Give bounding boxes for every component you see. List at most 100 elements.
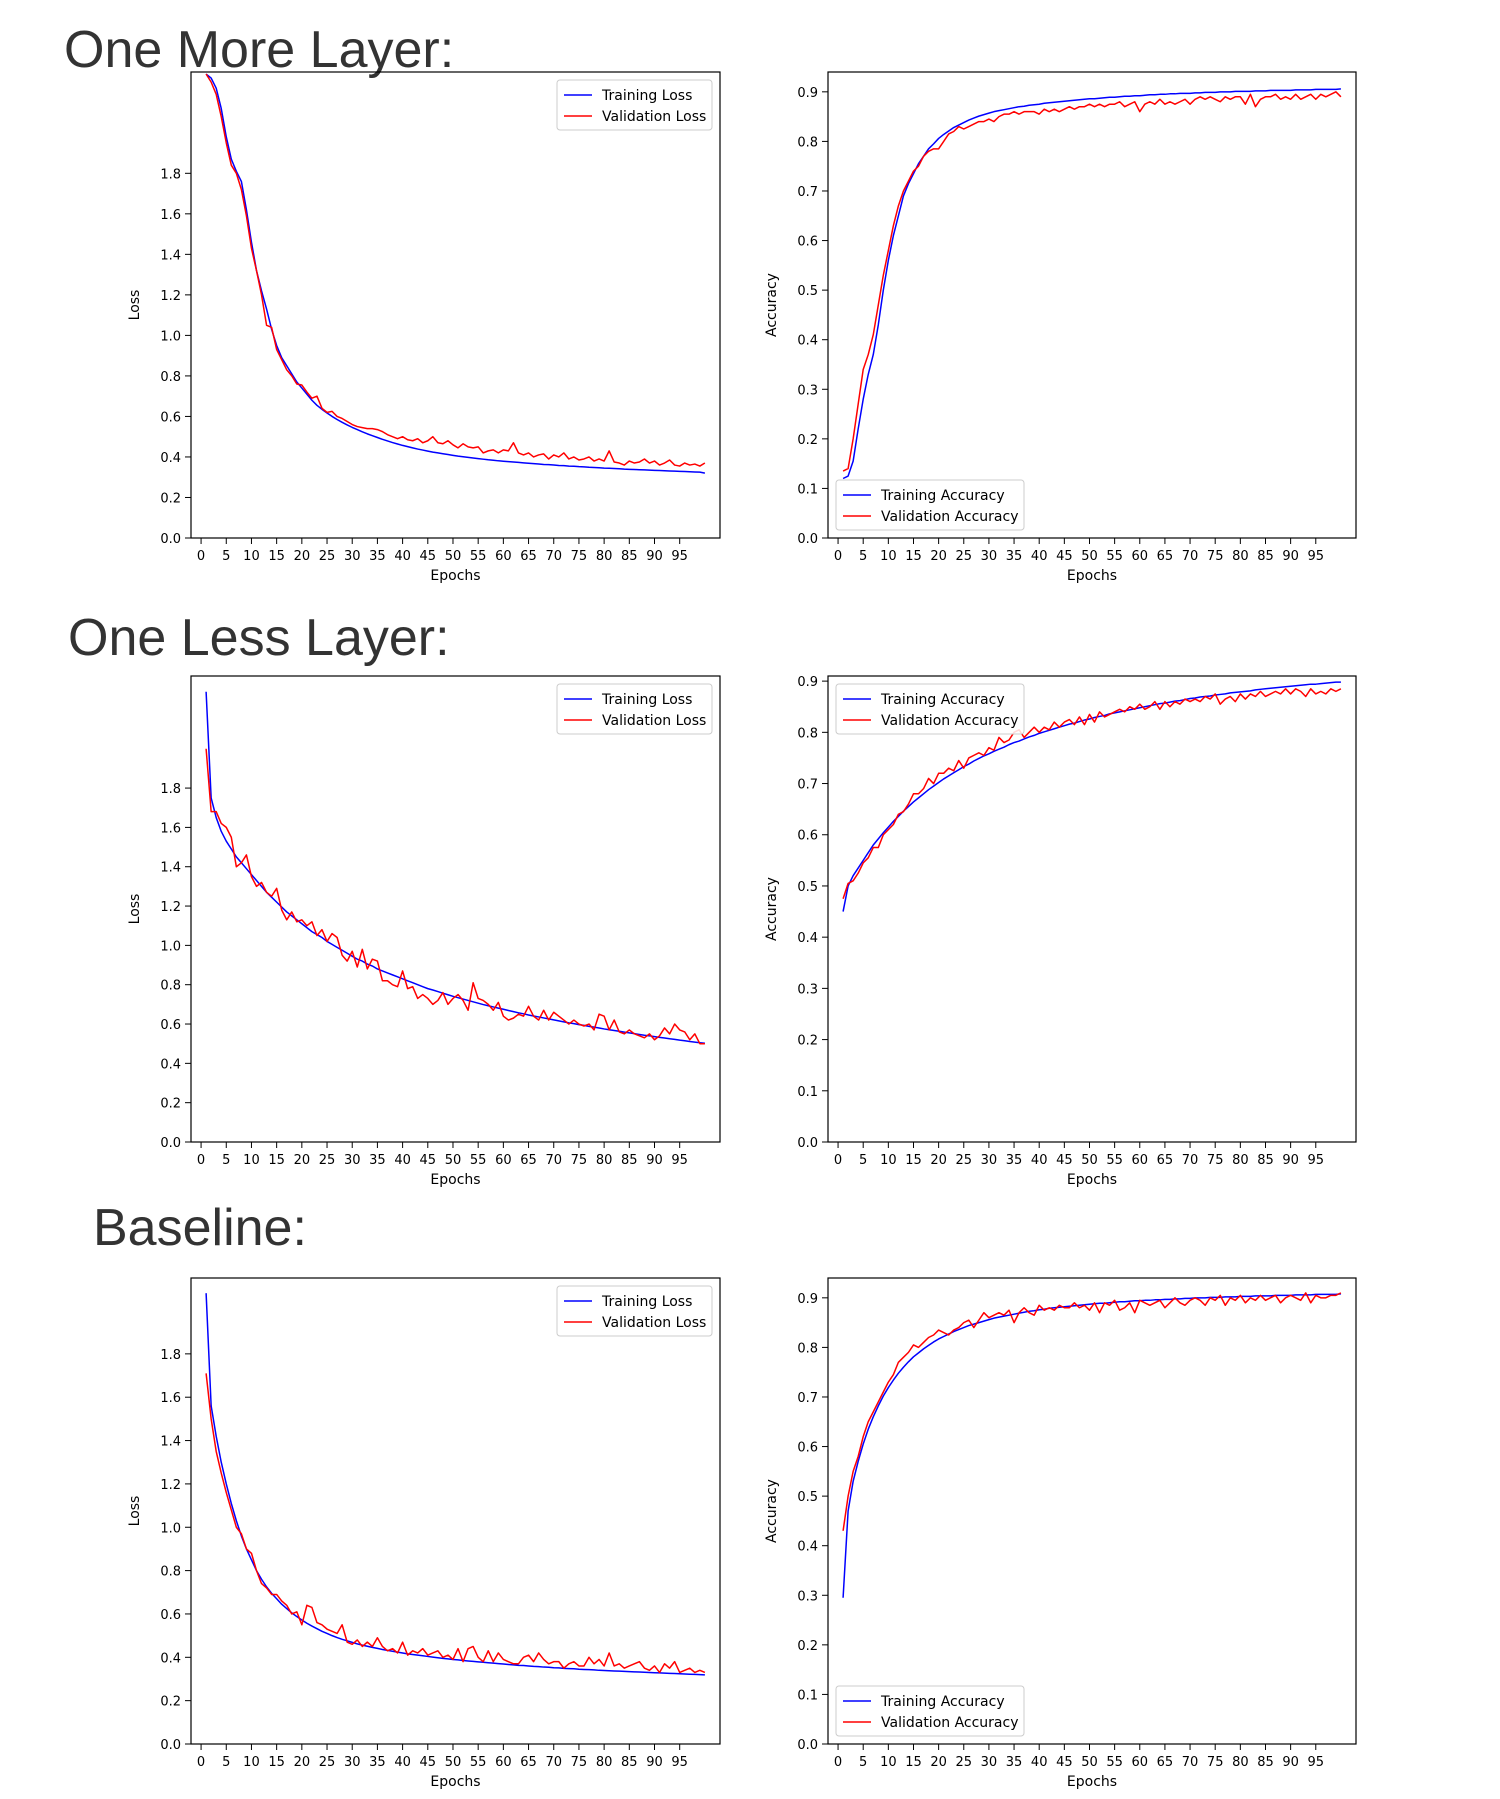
x-tick-label: 75 xyxy=(1207,549,1224,564)
x-tick-label: 85 xyxy=(1257,1755,1274,1770)
x-tick-label: 55 xyxy=(1106,1153,1123,1168)
x-tick-label: 40 xyxy=(394,549,411,564)
x-tick-label: 35 xyxy=(1006,1153,1023,1168)
y-tick-label: 0.4 xyxy=(797,931,818,946)
y-tick-label: 0.2 xyxy=(160,1695,181,1710)
x-tick-label: 50 xyxy=(445,1755,462,1770)
x-tick-label: 15 xyxy=(905,1153,922,1168)
y-tick-label: 0.6 xyxy=(160,410,181,425)
x-tick-label: 30 xyxy=(981,549,998,564)
series-line-training xyxy=(205,73,706,474)
y-tick-label: 0.4 xyxy=(160,451,181,466)
y-tick-label: 1.2 xyxy=(160,900,181,915)
y-tick-label: 0.2 xyxy=(797,433,818,448)
y-axis-label: Accuracy xyxy=(764,877,780,941)
x-tick-label: 70 xyxy=(545,1755,562,1770)
x-tick-label: 0 xyxy=(834,549,842,564)
x-tick-label: 0 xyxy=(197,1153,205,1168)
series-line-validation xyxy=(205,1373,706,1674)
x-tick-label: 30 xyxy=(344,1755,361,1770)
y-tick-label: 0.0 xyxy=(160,1136,181,1151)
y-tick-label: 1.2 xyxy=(160,1478,181,1493)
legend-label: Validation Accuracy xyxy=(881,713,1019,729)
x-tick-label: 40 xyxy=(1031,1755,1048,1770)
y-tick-label: 0.8 xyxy=(797,1341,818,1356)
x-tick-label: 40 xyxy=(394,1153,411,1168)
y-tick-label: 0.4 xyxy=(160,1057,181,1072)
y-tick-label: 0.5 xyxy=(797,880,818,895)
legend-label: Training Loss xyxy=(601,1294,692,1310)
legend: Training Accuracy Validation Accuracy xyxy=(835,1685,1025,1737)
x-tick-label: 20 xyxy=(294,1153,311,1168)
x-axis-label: Epochs xyxy=(430,1774,480,1790)
x-tick-label: 80 xyxy=(596,1153,613,1168)
x-tick-label: 80 xyxy=(1232,1153,1249,1168)
series-line-validation xyxy=(205,73,706,467)
legend-box xyxy=(835,1685,1025,1737)
x-tick-label: 55 xyxy=(470,1755,487,1770)
x-tick-label: 0 xyxy=(197,549,205,564)
legend-label: Training Accuracy xyxy=(880,1694,1005,1710)
x-tick-label: 25 xyxy=(319,1755,336,1770)
x-tick-label: 55 xyxy=(1106,1755,1123,1770)
plot-frame xyxy=(827,675,1357,1143)
x-tick-label: 5 xyxy=(859,549,867,564)
y-tick-label: 0.4 xyxy=(797,334,818,349)
x-tick-label: 70 xyxy=(545,549,562,564)
y-tick-label: 0.4 xyxy=(797,1540,818,1555)
y-tick-label: 1.0 xyxy=(160,1521,181,1536)
x-tick-label: 5 xyxy=(222,1153,230,1168)
section-title: One More Layer: xyxy=(64,21,455,79)
series-line-validation xyxy=(842,688,1342,899)
legend: Training Loss Validation Loss xyxy=(556,1285,713,1337)
y-tick-label: 0.3 xyxy=(797,1589,818,1604)
legend: Training Loss Validation Loss xyxy=(556,683,713,735)
x-tick-label: 90 xyxy=(646,549,663,564)
plot-frame xyxy=(827,71,1357,539)
legend-label: Training Loss xyxy=(601,88,692,104)
x-tick-label: 50 xyxy=(445,1153,462,1168)
y-tick-label: 0.8 xyxy=(797,726,818,741)
x-tick-label: 90 xyxy=(646,1755,663,1770)
x-tick-label: 25 xyxy=(955,549,972,564)
x-tick-label: 50 xyxy=(1081,549,1098,564)
x-tick-label: 40 xyxy=(394,1755,411,1770)
x-axis-label: Epochs xyxy=(430,568,480,584)
legend-box xyxy=(835,683,1025,735)
x-tick-label: 65 xyxy=(1157,549,1174,564)
y-tick-label: 0.0 xyxy=(797,1136,818,1151)
y-tick-label: 0.5 xyxy=(797,284,818,299)
x-tick-label: 5 xyxy=(222,1755,230,1770)
x-tick-label: 30 xyxy=(344,1153,361,1168)
y-tick-label: 0.7 xyxy=(797,778,818,793)
y-tick-label: 0.4 xyxy=(160,1651,181,1666)
y-axis-label: Accuracy xyxy=(764,273,780,337)
y-axis-label: Loss xyxy=(127,1496,143,1527)
x-axis-label: Epochs xyxy=(1067,568,1117,584)
x-tick-label: 55 xyxy=(470,549,487,564)
x-tick-label: 20 xyxy=(930,549,947,564)
x-tick-label: 90 xyxy=(646,1153,663,1168)
y-tick-label: 0.3 xyxy=(797,383,818,398)
y-tick-label: 1.6 xyxy=(160,821,181,836)
y-tick-label: 0.2 xyxy=(797,1639,818,1654)
x-tick-label: 5 xyxy=(222,549,230,564)
x-tick-label: 85 xyxy=(621,549,638,564)
x-tick-label: 20 xyxy=(294,549,311,564)
x-tick-label: 95 xyxy=(671,1153,688,1168)
x-tick-label: 75 xyxy=(571,549,588,564)
x-tick-label: 10 xyxy=(880,549,897,564)
y-tick-label: 1.2 xyxy=(160,289,181,304)
x-tick-label: 60 xyxy=(1131,549,1148,564)
x-tick-label: 35 xyxy=(1006,549,1023,564)
y-tick-label: 0.1 xyxy=(797,482,818,497)
x-tick-label: 90 xyxy=(1282,1755,1299,1770)
y-tick-label: 1.4 xyxy=(160,248,181,263)
x-tick-label: 50 xyxy=(445,549,462,564)
legend-box xyxy=(556,1285,713,1337)
x-tick-label: 85 xyxy=(621,1755,638,1770)
x-tick-label: 30 xyxy=(981,1755,998,1770)
y-tick-label: 0.1 xyxy=(797,1688,818,1703)
